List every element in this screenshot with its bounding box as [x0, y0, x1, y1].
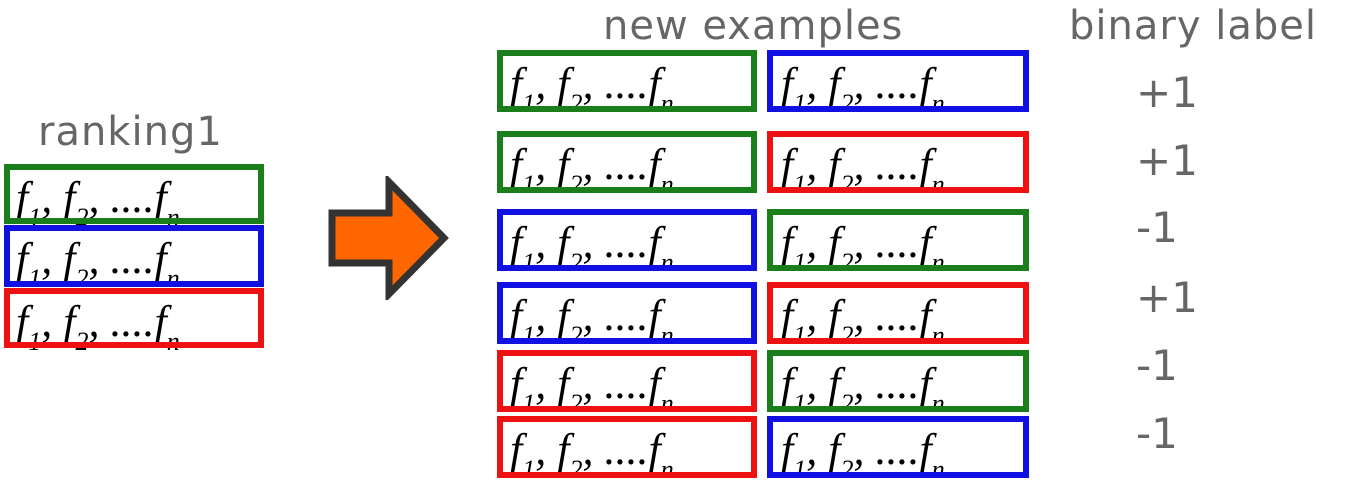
- binary-label-value: +1: [1136, 273, 1198, 322]
- new-examples-title: new examples: [603, 3, 904, 49]
- example-box-right-green: [767, 209, 1029, 271]
- example-feature-vector-left: f1, f2, ....fn: [510, 140, 674, 199]
- ranking-feature-vector: f1, f2, ....fn: [16, 297, 180, 356]
- binary-label-value: -1: [1136, 409, 1178, 458]
- ranking-box-red: [4, 288, 264, 348]
- example-box-right-blue: [767, 416, 1029, 478]
- example-box-left-green: [497, 50, 757, 112]
- binary-label-value: -1: [1136, 203, 1178, 252]
- example-box-left-red: [497, 350, 757, 412]
- example-feature-vector-right: f1, f2, ....fn: [781, 291, 945, 350]
- example-box-right-green: [767, 350, 1029, 412]
- ranking-title: ranking1: [38, 109, 223, 155]
- example-feature-vector-right: f1, f2, ....fn: [781, 425, 945, 484]
- example-feature-vector-right: f1, f2, ....fn: [781, 359, 945, 418]
- binary-label-title: binary label: [1069, 3, 1317, 49]
- binary-label-value: +1: [1136, 68, 1198, 117]
- binary-label-value: -1: [1136, 341, 1178, 390]
- example-box-right-red: [767, 131, 1029, 193]
- example-box-left-red: [497, 416, 757, 478]
- example-box-right-red: [767, 282, 1029, 344]
- example-feature-vector-right: f1, f2, ....fn: [781, 59, 945, 118]
- ranking-feature-vector: f1, f2, ....fn: [16, 173, 180, 232]
- example-box-left-green: [497, 131, 757, 193]
- ranking-box-green: [4, 164, 264, 224]
- example-feature-vector-right: f1, f2, ....fn: [781, 218, 945, 277]
- right-arrow-icon: [328, 176, 449, 300]
- binary-label-value: +1: [1136, 136, 1198, 185]
- ranking-box-blue: [4, 225, 264, 287]
- example-box-right-blue: [767, 50, 1029, 112]
- example-box-left-blue: [497, 282, 757, 344]
- example-box-left-blue: [497, 209, 757, 271]
